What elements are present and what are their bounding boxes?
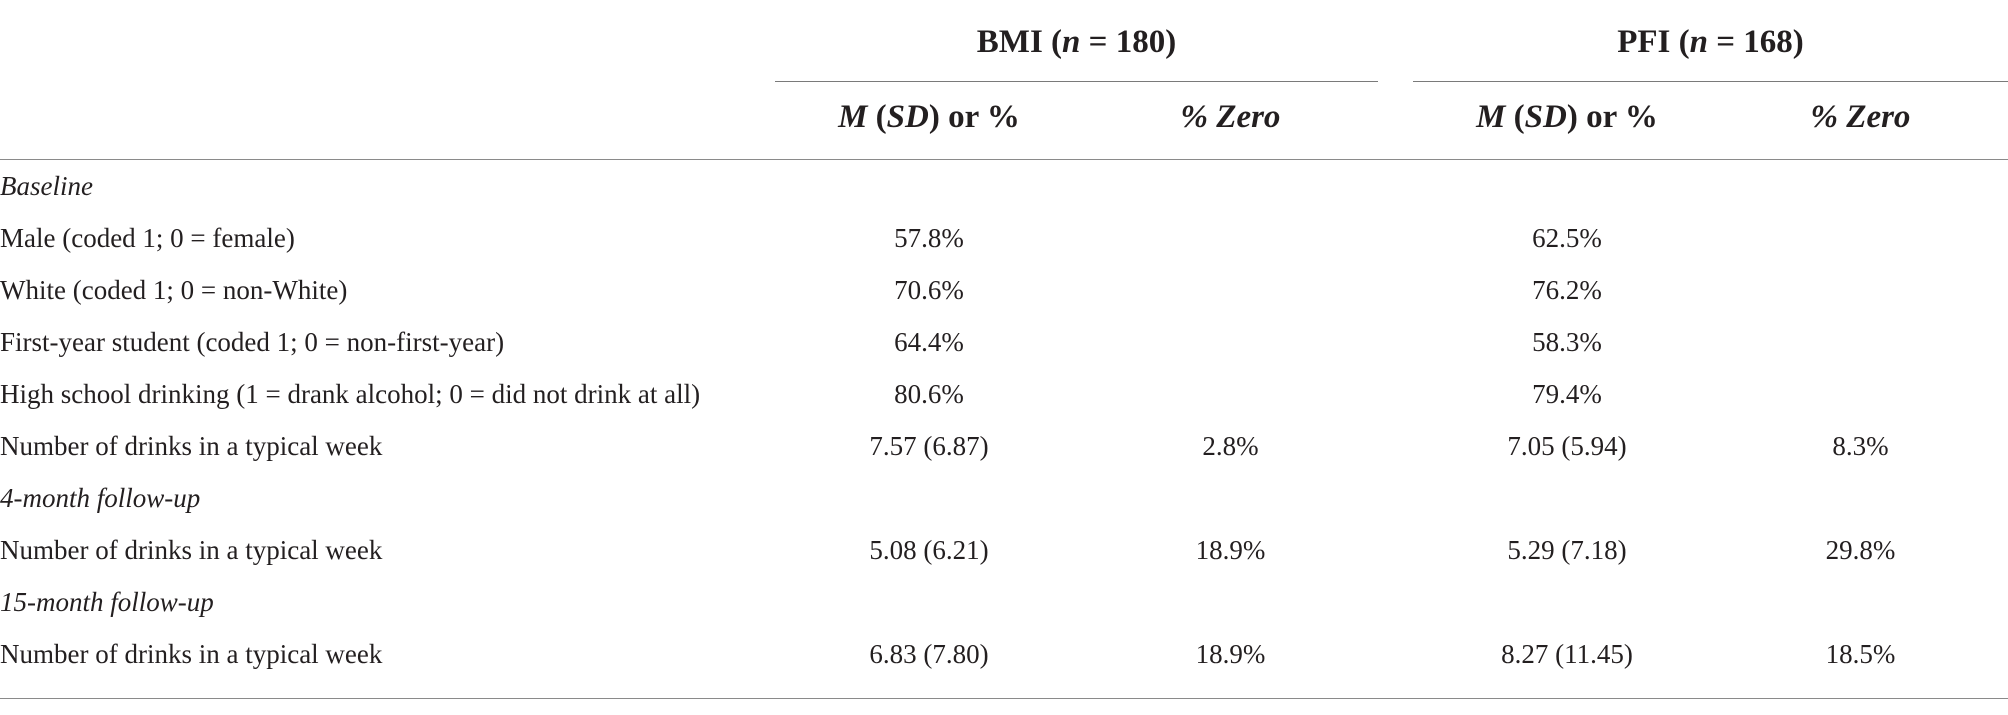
pfi-mean-cell: 76.2% [1532,275,1602,305]
row-label: First-year student (coded 1; 0 = non-fir… [0,327,505,357]
table-row: White (coded 1; 0 = non-White) 70.6% 76.… [0,264,2008,316]
table-row: Number of drinks in a typical week 6.83 … [0,628,2008,680]
bmi-mean-cell: 70.6% [894,275,964,305]
pfi-mean-cell: 62.5% [1532,223,1602,253]
sd-symbol: SD [1524,99,1567,135]
subheader-pfi-mean: M (SD) or % [1476,99,1658,135]
section-row-15-month: 15-month follow-up [0,576,2008,628]
row-label: Number of drinks in a typical week [0,431,383,461]
pfi-mean-cell: 7.05 (5.94) [1507,431,1627,461]
table-row: Number of drinks in a typical week 7.57 … [0,420,2008,472]
subheader-pfi-zero: % Zero [1810,99,1911,135]
section-row-4-month: 4-month follow-up [0,472,2008,524]
pfi-mean-cell: 58.3% [1532,327,1602,357]
section-label: Baseline [0,171,93,201]
sd-symbol: SD [886,99,929,135]
bmi-zero-cell [1083,368,1378,420]
group-rule-pfi [1413,81,2008,82]
pfi-zero-cell: 18.5% [1825,639,1896,669]
bmi-mean-cell: 6.83 (7.80) [869,639,989,669]
pfi-zero-cell: 29.8% [1825,535,1896,565]
bmi-mean-cell: 64.4% [894,327,964,357]
bmi-zero-cell [1083,264,1378,316]
pfi-zero-cell [1721,212,2000,264]
n-symbol: n [1689,24,1708,60]
section-row-baseline: Baseline [0,160,2008,212]
or-percent-text: or % [1577,99,1658,135]
pfi-mean-cell: 8.27 (11.45) [1501,639,1633,669]
m-symbol: M [1476,99,1506,135]
section-label: 4-month follow-up [0,483,201,513]
bmi-zero-cell: 18.9% [1195,639,1266,669]
bmi-mean-cell: 7.57 (6.87) [869,431,989,461]
row-label: White (coded 1; 0 = non-White) [0,275,348,305]
n-equals: = [1080,24,1116,60]
table-row: High school drinking (1 = drank alcohol;… [0,368,2008,420]
n-value: 168 [1743,24,1793,60]
bmi-zero-cell [1083,212,1378,264]
pfi-mean-cell: 5.29 (7.18) [1507,535,1627,565]
subheader-bmi-mean: M (SD) or % [838,99,1020,135]
pfi-zero-cell: 8.3% [1832,431,1889,461]
group-header-bmi: BMI (n = 180) [976,24,1177,60]
m-symbol: M [838,99,868,135]
bmi-zero-cell: 18.9% [1195,535,1266,565]
n-value: 180 [1115,24,1166,60]
group-name: PFI [1617,24,1671,60]
group-header-pfi: PFI (n = 168) [1617,24,1804,60]
bmi-zero-cell: 2.8% [1202,431,1259,461]
table-row: Male (coded 1; 0 = female) 57.8% 62.5% [0,212,2008,264]
row-label: Number of drinks in a typical week [0,535,383,565]
pfi-zero-cell [1721,316,2000,368]
table-row: Number of drinks in a typical week 5.08 … [0,524,2008,576]
or-percent-text: or % [939,99,1020,135]
section-label: 15-month follow-up [0,587,214,617]
group-name: BMI [976,24,1043,60]
n-symbol: n [1062,24,1081,60]
row-label: Number of drinks in a typical week [0,639,383,669]
pfi-zero-cell [1721,264,2000,316]
header-bottom-rule [0,159,2008,160]
subheader-bmi-zero: % Zero [1180,99,1281,135]
table-row: First-year student (coded 1; 0 = non-fir… [0,316,2008,368]
bmi-mean-cell: 57.8% [894,223,964,253]
row-label: High school drinking (1 = drank alcohol;… [0,379,701,409]
row-label: Male (coded 1; 0 = female) [0,223,295,253]
pfi-mean-cell: 79.4% [1532,379,1602,409]
table-bottom-rule [0,698,2008,699]
group-rule-bmi [775,81,1378,82]
pfi-zero-cell [1721,368,2000,420]
bmi-mean-cell: 80.6% [894,379,964,409]
bmi-mean-cell: 5.08 (6.21) [869,535,989,565]
n-equals: = [1707,24,1744,60]
bmi-zero-cell [1083,316,1378,368]
